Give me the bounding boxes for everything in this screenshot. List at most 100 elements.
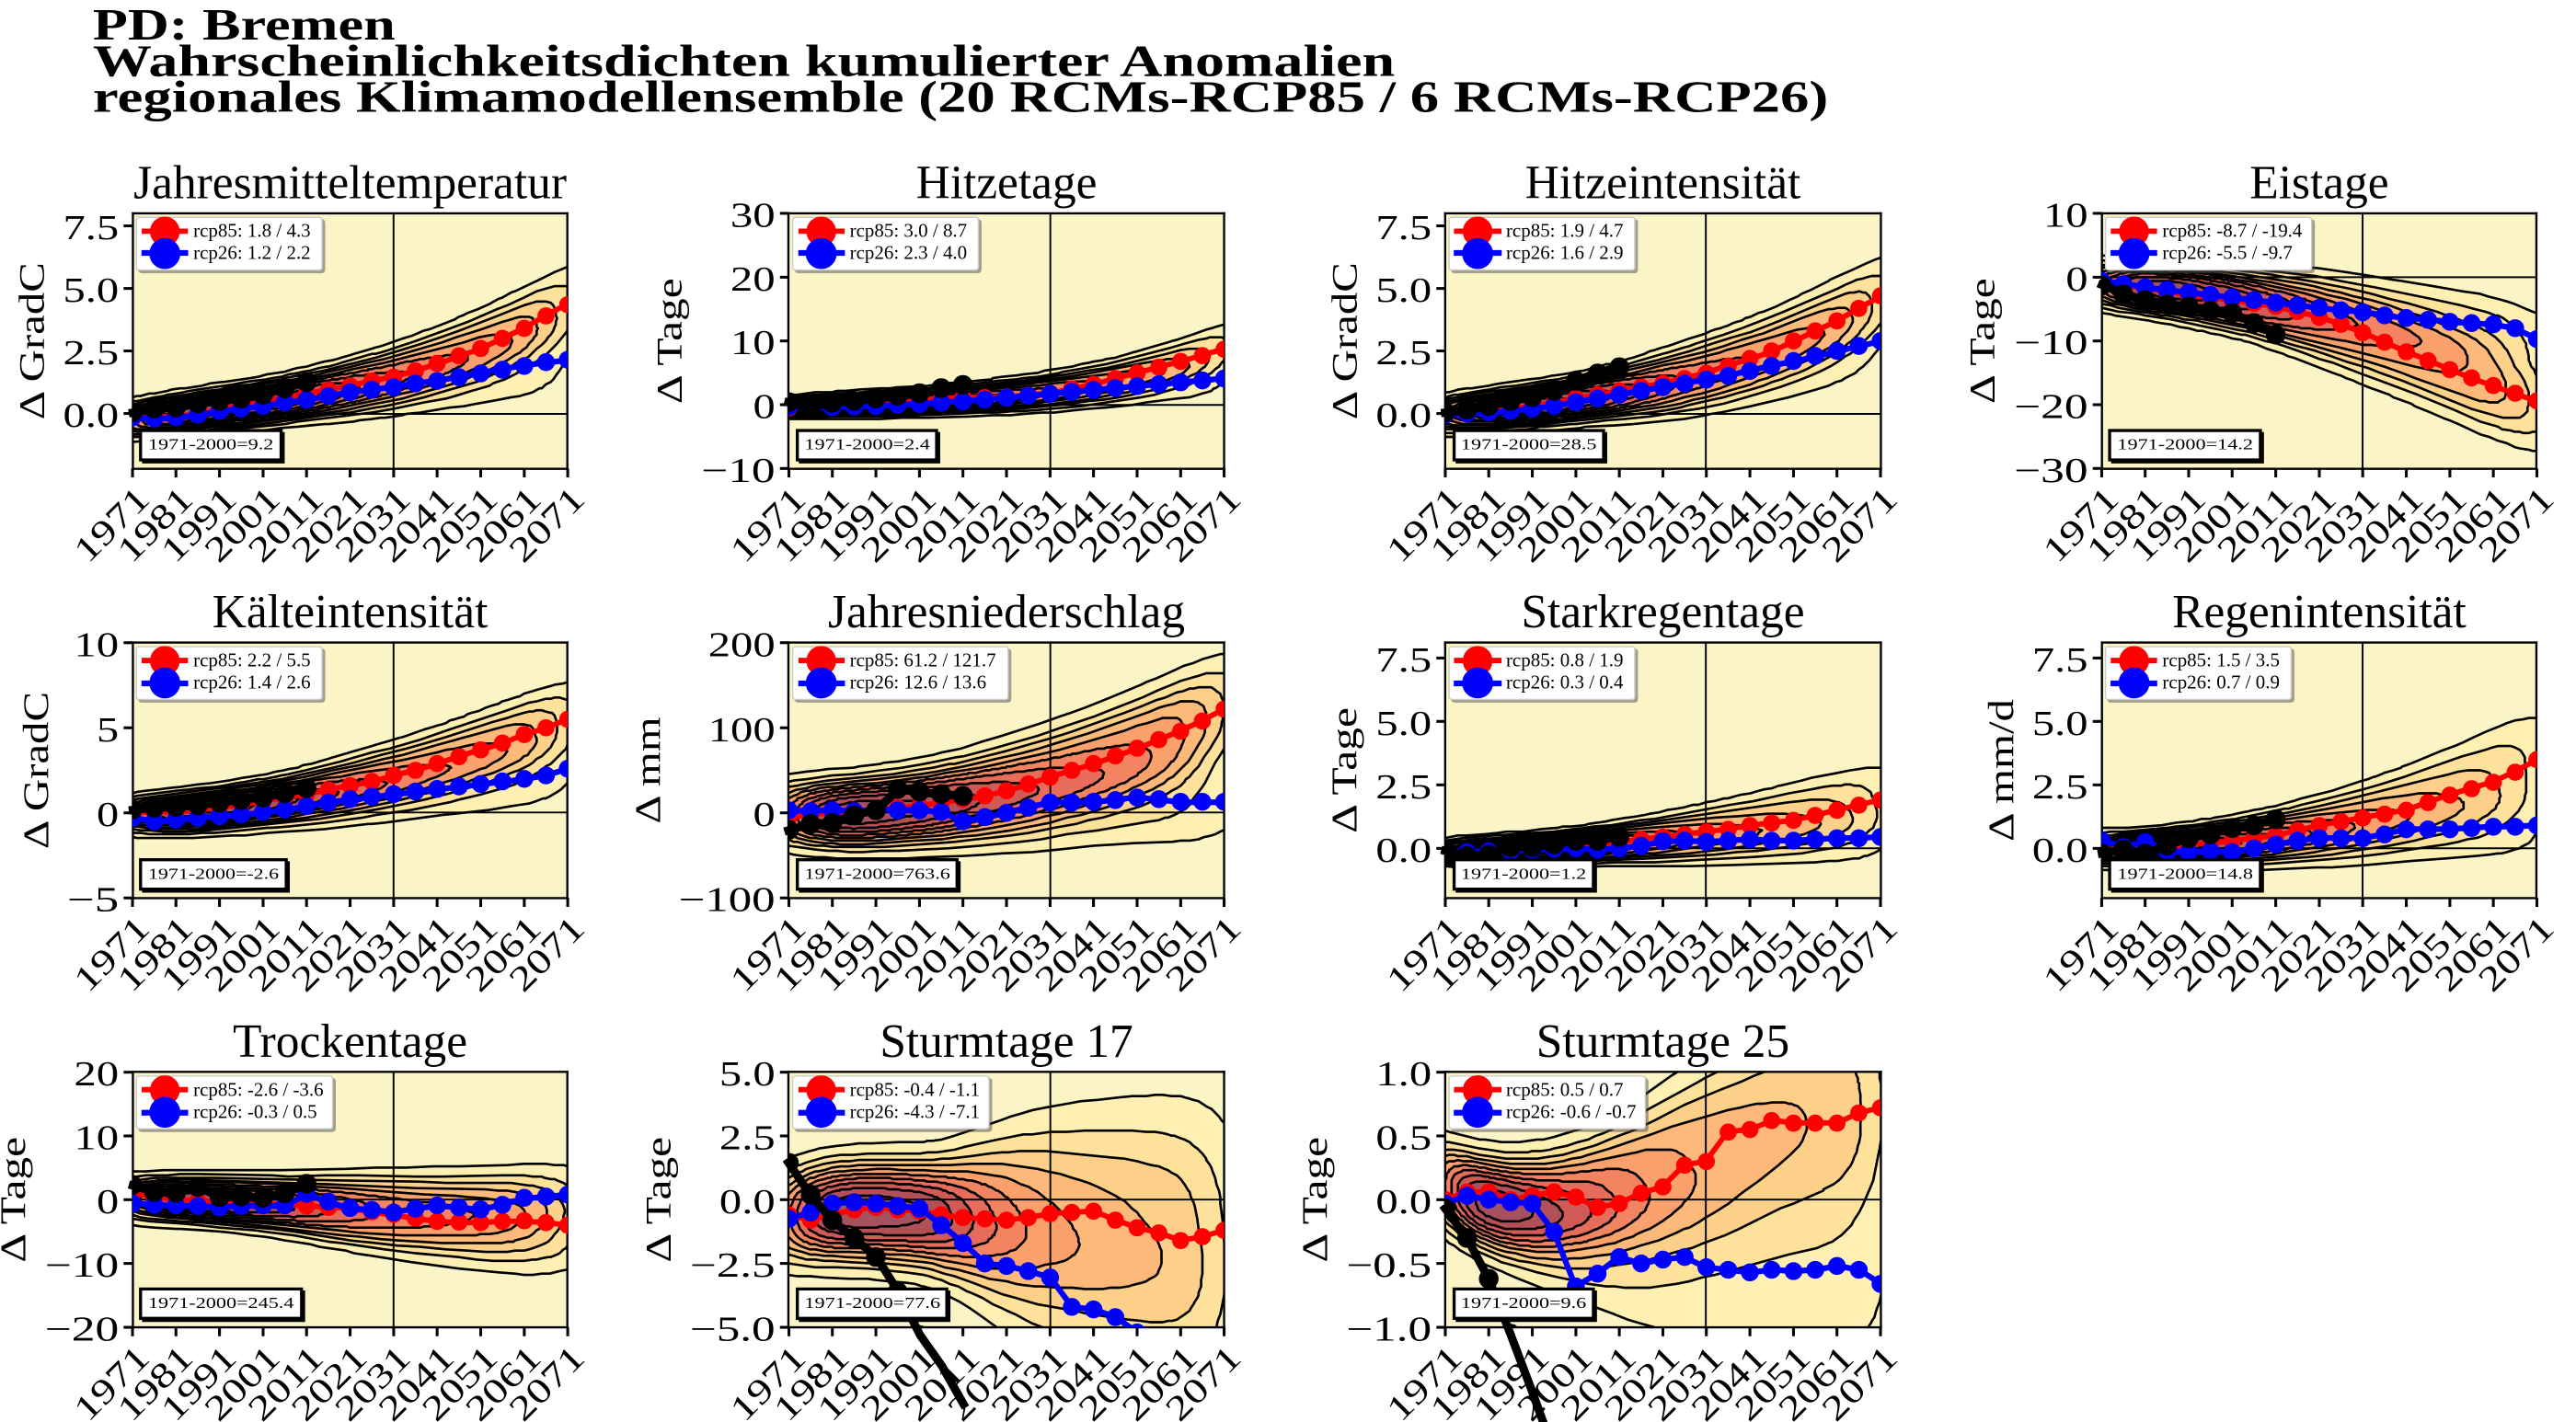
svg-text:0.0: 0.0 [1375,1183,1432,1221]
svg-text:−10: −10 [2014,324,2087,362]
svg-text:1971-2000=77.6: 1971-2000=77.6 [804,1294,940,1312]
svg-text:0.5: 0.5 [1375,1118,1432,1157]
svg-text:rcp85: 0.8 / 1.9: rcp85: 0.8 / 1.9 [1506,648,1624,671]
svg-text:Δ Tage: Δ Tage [0,1137,33,1263]
svg-text:1971-2000=9.6: 1971-2000=9.6 [1461,1294,1587,1312]
svg-text:5.0: 5.0 [1375,271,1432,310]
svg-text:20: 20 [74,1055,119,1094]
svg-text:rcp85: 1.5 / 3.5: rcp85: 1.5 / 3.5 [2162,648,2280,671]
svg-text:7.5: 7.5 [1375,641,1432,680]
svg-text:Sturmtage 17: Sturmtage 17 [880,1015,1133,1068]
svg-text:10: 10 [74,625,119,664]
svg-text:200: 200 [708,625,776,664]
svg-text:Δ Tage: Δ Tage [1962,278,2003,404]
svg-text:1.0: 1.0 [1375,1055,1432,1094]
svg-text:Δ mm/d: Δ mm/d [1981,699,2021,842]
svg-text:2.5: 2.5 [1375,768,1432,807]
svg-text:rcp26: 0.3 / 0.4: rcp26: 0.3 / 0.4 [1506,671,1624,693]
svg-text:5.0: 5.0 [1375,705,1432,743]
svg-text:rcp26: 1.2 / 2.2: rcp26: 1.2 / 2.2 [193,242,311,264]
svg-text:Jahresmitteltemperatur: Jahresmitteltemperatur [133,156,567,209]
svg-text:2.5: 2.5 [1375,334,1432,373]
svg-text:rcp85: 2.2 / 5.5: rcp85: 2.2 / 5.5 [193,648,311,671]
svg-text:rcp85: 1.8 / 4.3: rcp85: 1.8 / 4.3 [193,220,311,242]
svg-text:rcp26: -0.6 / -0.7: rcp26: -0.6 / -0.7 [1506,1100,1637,1122]
svg-text:0: 0 [97,1183,119,1221]
svg-text:Hitzetage: Hitzetage [916,156,1098,209]
svg-text:0: 0 [97,796,119,834]
svg-text:0: 0 [753,388,775,427]
svg-text:Eistage: Eistage [2249,156,2388,209]
svg-text:1971-2000=14.8: 1971-2000=14.8 [2117,865,2253,882]
svg-text:7.5: 7.5 [2032,641,2088,680]
svg-text:Wahrscheinlichkeitsdichten kum: Wahrscheinlichkeitsdichten kumulierter A… [93,36,1395,86]
svg-text:rcp26: 1.6 / 2.9: rcp26: 1.6 / 2.9 [1506,242,1624,264]
svg-text:7.5: 7.5 [1375,209,1432,247]
svg-text:rcp85: -0.4 / -1.1: rcp85: -0.4 / -1.1 [850,1078,981,1100]
svg-text:1971-2000=2.4: 1971-2000=2.4 [804,436,930,453]
svg-text:−100: −100 [679,881,776,920]
svg-text:5.0: 5.0 [2032,705,2088,743]
svg-text:rcp26: -0.3 / 0.5: rcp26: -0.3 / 0.5 [193,1100,317,1122]
svg-text:Δ GradC: Δ GradC [16,692,56,849]
svg-text:rcp26: -4.3 / -7.1: rcp26: -4.3 / -7.1 [850,1100,981,1122]
svg-text:100: 100 [708,711,776,750]
svg-text:−1.0: −1.0 [1346,1311,1432,1349]
svg-text:0.0: 0.0 [719,1183,776,1221]
svg-text:Δ GradC: Δ GradC [1325,262,1365,419]
svg-text:rcp26: -5.5 / -9.7: rcp26: -5.5 / -9.7 [2162,242,2293,264]
svg-text:0: 0 [753,796,775,834]
svg-text:5: 5 [97,711,119,750]
svg-text:−20: −20 [45,1311,119,1349]
svg-text:Starkregentage: Starkregentage [1521,586,1804,638]
svg-text:5.0: 5.0 [63,271,119,310]
svg-text:−5: −5 [67,881,119,920]
svg-text:30: 30 [730,197,776,235]
svg-text:Δ Tage: Δ Tage [650,278,690,404]
svg-text:Δ mm: Δ mm [627,717,668,824]
svg-text:Δ Tage: Δ Tage [1294,1137,1335,1263]
svg-text:0.0: 0.0 [63,396,119,435]
svg-text:−0.5: −0.5 [1346,1246,1432,1285]
svg-text:−5.0: −5.0 [690,1311,776,1349]
svg-text:rcp85: -8.7 / -19.4: rcp85: -8.7 / -19.4 [2162,220,2303,242]
svg-text:Kälteintensität: Kälteintensität [213,586,489,638]
svg-text:rcp26: 2.3 / 4.0: rcp26: 2.3 / 4.0 [850,242,968,264]
svg-text:1971-2000=1.2: 1971-2000=1.2 [1461,865,1586,882]
svg-text:1971-2000=763.6: 1971-2000=763.6 [804,865,950,882]
svg-text:rcp26: 12.6 / 13.6: rcp26: 12.6 / 13.6 [850,671,987,693]
svg-text:0.0: 0.0 [2032,831,2088,870]
svg-text:Jahresniederschlag: Jahresniederschlag [828,586,1185,638]
svg-text:2.5: 2.5 [719,1118,776,1157]
svg-text:0.0: 0.0 [1375,831,1432,870]
svg-text:10: 10 [74,1118,119,1157]
svg-text:Δ Tage: Δ Tage [1324,707,1364,833]
svg-text:0: 0 [2065,260,2087,299]
svg-text:10: 10 [730,324,776,362]
svg-text:7.5: 7.5 [63,209,119,247]
svg-text:10: 10 [2043,197,2088,235]
svg-text:rcp85: 1.9 / 4.7: rcp85: 1.9 / 4.7 [1506,220,1624,242]
svg-text:rcp85: -2.6 / -3.6: rcp85: -2.6 / -3.6 [193,1078,324,1100]
svg-text:2.5: 2.5 [2032,768,2088,807]
svg-text:1971-2000=14.2: 1971-2000=14.2 [2117,436,2253,453]
svg-text:−30: −30 [2014,452,2087,490]
svg-text:PD: Bremen: PD: Bremen [93,0,396,50]
svg-text:20: 20 [730,260,776,299]
svg-text:−20: −20 [2014,388,2087,427]
svg-text:regionales Klimamodellensemble: regionales Klimamodellensemble (20 RCMs-… [93,73,1828,122]
svg-text:1971-2000=9.2: 1971-2000=9.2 [148,436,273,453]
svg-text:Hitzeintensität: Hitzeintensität [1525,156,1801,209]
svg-text:−10: −10 [701,452,775,490]
svg-text:rcp85: 61.2 / 121.7: rcp85: 61.2 / 121.7 [850,648,996,671]
svg-text:0.0: 0.0 [1375,396,1432,435]
svg-text:rcp85: 3.0 / 8.7: rcp85: 3.0 / 8.7 [850,220,968,242]
svg-text:−2.5: −2.5 [690,1246,776,1285]
svg-text:−10: −10 [45,1246,119,1285]
svg-text:Regenintensität: Regenintensität [2172,586,2467,638]
svg-text:1971-2000=245.4: 1971-2000=245.4 [148,1294,294,1312]
svg-text:5.0: 5.0 [719,1055,776,1094]
svg-text:Δ GradC: Δ GradC [12,262,52,419]
svg-text:1971-2000=-2.6: 1971-2000=-2.6 [148,865,279,882]
svg-text:Δ Tage: Δ Tage [638,1137,679,1263]
